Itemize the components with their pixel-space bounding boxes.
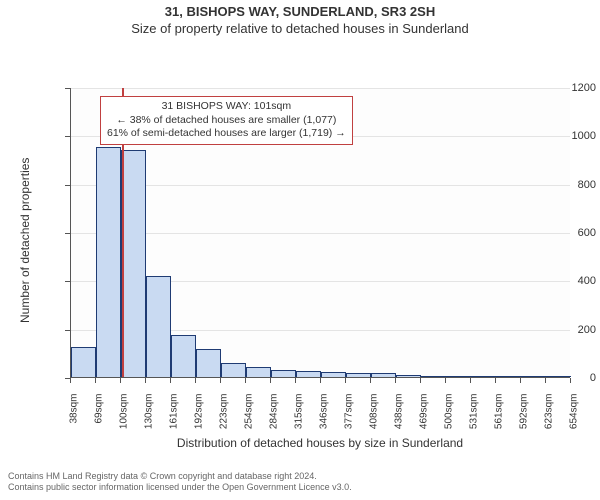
x-tick-mark <box>470 378 471 383</box>
y-tick-label: 400 <box>536 275 596 287</box>
annotation-line: 61% of semi-detached houses are larger (… <box>107 127 346 141</box>
x-tick-mark <box>245 378 246 383</box>
x-tick-mark <box>95 378 96 383</box>
y-tick-mark <box>65 185 70 186</box>
x-tick-mark <box>70 378 71 383</box>
histogram-bar <box>446 376 471 377</box>
x-axis-title: Distribution of detached houses by size … <box>70 436 570 450</box>
gridline <box>71 88 570 89</box>
x-tick-label: 561sqm <box>494 394 505 438</box>
x-tick-mark <box>220 378 221 383</box>
x-tick-label: 531sqm <box>469 394 480 438</box>
x-tick-label: 377sqm <box>344 394 355 438</box>
histogram-bar <box>371 373 396 377</box>
x-tick-label: 100sqm <box>119 394 130 438</box>
histogram-bar <box>296 371 321 377</box>
x-tick-label: 469sqm <box>419 394 430 438</box>
x-tick-mark <box>370 378 371 383</box>
y-tick-mark <box>65 136 70 137</box>
histogram-bar <box>121 150 146 377</box>
x-tick-mark <box>445 378 446 383</box>
x-tick-label: 500sqm <box>444 394 455 438</box>
footer-line-2: Contains public sector information licen… <box>8 482 352 494</box>
annotation-box: 31 BISHOPS WAY: 101sqm← 38% of detached … <box>100 96 353 145</box>
annotation-line: 31 BISHOPS WAY: 101sqm <box>107 100 346 114</box>
x-tick-label: 346sqm <box>319 394 330 438</box>
x-tick-label: 130sqm <box>144 394 155 438</box>
x-tick-mark <box>195 378 196 383</box>
histogram-bar <box>421 376 446 377</box>
x-tick-mark <box>395 378 396 383</box>
y-tick-label: 800 <box>536 179 596 191</box>
y-tick-mark <box>65 281 70 282</box>
x-tick-label: 623sqm <box>544 394 555 438</box>
histogram-bar <box>496 376 521 377</box>
y-tick-label: 1200 <box>536 82 596 94</box>
histogram-bar <box>171 335 196 377</box>
x-tick-mark <box>120 378 121 383</box>
histogram-chart: 020040060080010001200 38sqm69sqm100sqm13… <box>0 40 600 470</box>
x-tick-mark <box>170 378 171 383</box>
x-tick-mark <box>520 378 521 383</box>
page-title: 31, BISHOPS WAY, SUNDERLAND, SR3 2SH <box>0 0 600 19</box>
x-tick-mark <box>570 378 571 383</box>
x-tick-mark <box>495 378 496 383</box>
x-tick-label: 592sqm <box>519 394 530 438</box>
x-tick-label: 161sqm <box>169 394 180 438</box>
y-tick-label: 1000 <box>536 130 596 142</box>
y-tick-mark <box>65 233 70 234</box>
histogram-bar <box>196 349 221 377</box>
y-tick-mark <box>65 88 70 89</box>
y-tick-label: 600 <box>536 227 596 239</box>
footer-attribution: Contains HM Land Registry data © Crown c… <box>8 471 352 494</box>
x-tick-label: 284sqm <box>269 394 280 438</box>
histogram-bar <box>221 363 246 378</box>
x-tick-mark <box>320 378 321 383</box>
y-axis-title: Number of detached properties <box>18 158 32 323</box>
x-tick-mark <box>145 378 146 383</box>
x-tick-label: 315sqm <box>294 394 305 438</box>
x-tick-mark <box>270 378 271 383</box>
histogram-bar <box>471 376 496 377</box>
footer-line-1: Contains HM Land Registry data © Crown c… <box>8 471 352 483</box>
x-tick-label: 408sqm <box>369 394 380 438</box>
y-tick-mark <box>65 330 70 331</box>
x-tick-label: 69sqm <box>94 394 105 438</box>
x-tick-mark <box>420 378 421 383</box>
x-tick-label: 192sqm <box>194 394 205 438</box>
x-tick-mark <box>545 378 546 383</box>
x-tick-label: 38sqm <box>69 394 80 438</box>
annotation-line: ← 38% of detached houses are smaller (1,… <box>107 114 346 128</box>
histogram-bar <box>146 276 171 378</box>
histogram-bar <box>321 372 346 377</box>
x-tick-label: 223sqm <box>219 394 230 438</box>
histogram-bar <box>71 347 96 377</box>
x-tick-label: 438sqm <box>394 394 405 438</box>
histogram-bar <box>246 367 271 377</box>
page-subtitle: Size of property relative to detached ho… <box>0 19 600 40</box>
x-tick-mark <box>345 378 346 383</box>
histogram-bar <box>396 375 421 377</box>
histogram-bar <box>271 370 296 377</box>
x-tick-mark <box>295 378 296 383</box>
x-tick-label: 654sqm <box>569 394 580 438</box>
histogram-bar <box>96 147 121 377</box>
x-tick-label: 254sqm <box>244 394 255 438</box>
y-tick-label: 200 <box>536 324 596 336</box>
histogram-bar <box>346 373 371 377</box>
